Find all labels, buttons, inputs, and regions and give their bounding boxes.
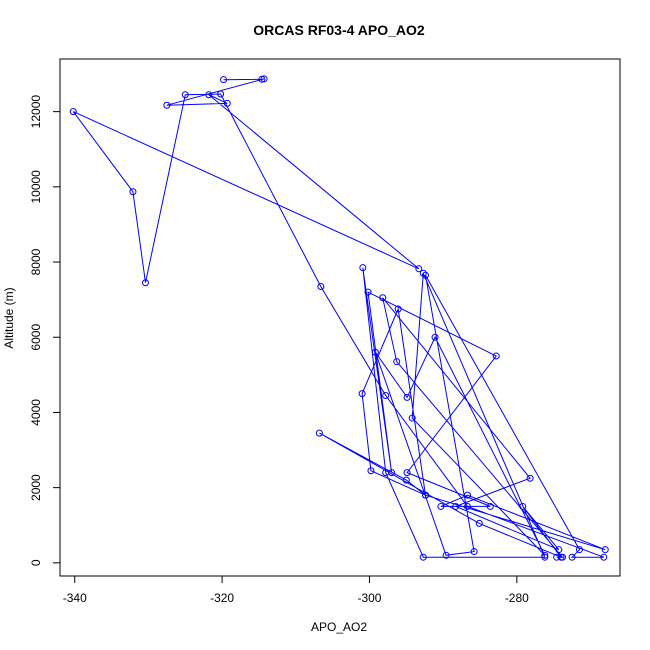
data-point [601, 546, 609, 554]
y-tick-label: 4000 [29, 399, 43, 426]
data-point [492, 352, 500, 360]
data-point [379, 294, 387, 302]
data-point [526, 474, 534, 482]
x-tick-label: -280 [505, 591, 529, 605]
data-point [408, 414, 416, 422]
data-point [470, 548, 478, 556]
data-point [163, 101, 171, 109]
data-point [358, 390, 366, 398]
data-point [129, 188, 137, 196]
data-point [181, 91, 189, 99]
y-tick-label: 2000 [29, 474, 43, 501]
data-point [541, 553, 549, 561]
data-point [452, 502, 460, 510]
data-point [419, 269, 427, 277]
data-point [359, 264, 367, 272]
data-point [568, 553, 576, 561]
plot-frame [59, 58, 621, 577]
data-point [393, 358, 401, 366]
data-point [315, 429, 323, 437]
data-point [205, 91, 213, 99]
data-point [260, 75, 268, 83]
series-points [69, 75, 609, 561]
data-point [367, 467, 375, 475]
data-point [415, 265, 423, 273]
data-point [419, 553, 427, 561]
y-tick-label: 0 [29, 559, 43, 566]
data-point [421, 491, 429, 499]
y-axis: 0 2000 4000 6000 8000 10000 12000 [29, 95, 61, 566]
x-tick-label: -300 [357, 591, 381, 605]
data-point [217, 90, 225, 98]
x-tick-label: -320 [210, 591, 234, 605]
data-point [437, 502, 445, 510]
data-point [463, 502, 471, 510]
data-point [141, 279, 149, 287]
y-tick-label: 8000 [29, 248, 43, 275]
x-axis-label: APO_AO2 [311, 620, 367, 634]
chart-title: ORCAS RF03-4 APO_AO2 [253, 22, 425, 38]
data-point [402, 476, 410, 484]
data-point [371, 348, 379, 356]
data-point [317, 282, 325, 290]
y-tick-label: 12000 [29, 95, 43, 129]
data-point [475, 519, 483, 527]
data-point [69, 108, 77, 116]
data-point [388, 469, 396, 477]
data-point [600, 553, 608, 561]
data-point [220, 76, 228, 84]
data-point [442, 551, 450, 559]
data-point [555, 546, 563, 554]
data-point [519, 502, 527, 510]
data-point [421, 271, 429, 279]
x-tick-label: -340 [63, 591, 87, 605]
data-point [223, 99, 231, 107]
data-point [431, 333, 439, 341]
data-point [486, 502, 494, 510]
data-point [403, 393, 411, 401]
data-point [463, 491, 471, 499]
data-point [382, 392, 390, 400]
x-axis: -340 -320 -300 -280 [63, 575, 529, 605]
data-point [364, 288, 372, 296]
data-point [403, 469, 411, 477]
y-tick-label: 10000 [29, 170, 43, 204]
data-point [553, 553, 561, 561]
data-point [541, 551, 549, 559]
data-point [394, 305, 402, 313]
series-line [72, 78, 606, 559]
data-point [575, 546, 583, 554]
y-axis-label: Altitude (m) [2, 287, 16, 348]
y-tick-label: 6000 [29, 324, 43, 351]
